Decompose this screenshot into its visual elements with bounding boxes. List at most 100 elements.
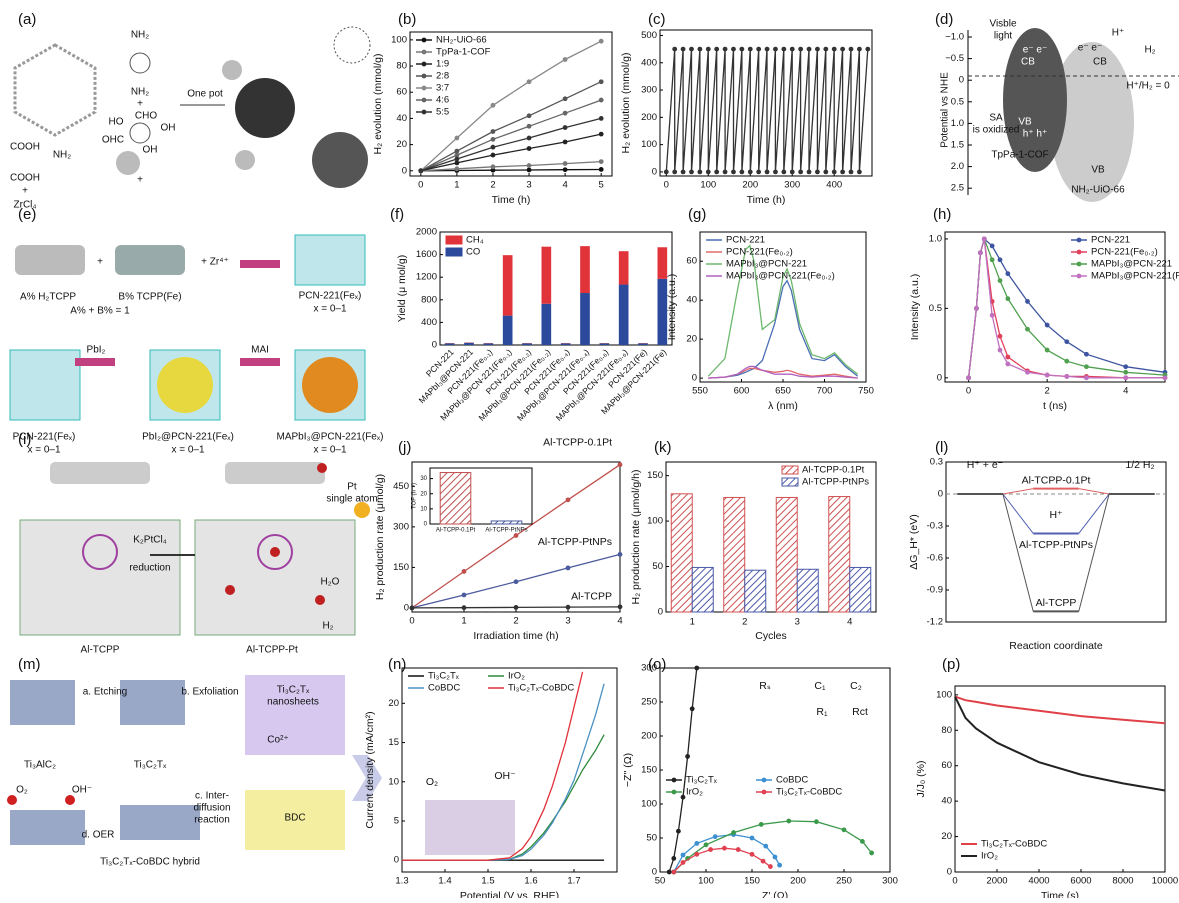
legend-label: IrO₂ [508, 671, 525, 682]
axis-tick-label: 0 [959, 75, 964, 86]
data-point [514, 605, 519, 610]
benzene-ring [130, 123, 150, 143]
x-tick-label: 5 [599, 180, 604, 191]
x-axis-label: Time (h) [747, 194, 786, 206]
data-point [527, 136, 532, 141]
annotation: Rₛ [759, 680, 771, 692]
diagram-label: x = 0–1 [27, 445, 61, 456]
legend-marker [422, 38, 427, 43]
x-tick-label: 100 [698, 876, 714, 887]
y-tick-label: 0 [658, 607, 663, 618]
legend-label: CoBDC [776, 775, 808, 786]
diagram-label: COOH [10, 173, 40, 184]
y-tick-label: 20 [396, 139, 407, 150]
x-tick-label: 1 [690, 617, 695, 628]
data-point [708, 847, 713, 852]
panel-label: (e) [18, 206, 36, 223]
data-point [832, 47, 837, 52]
y-tick-label: 100 [647, 516, 663, 527]
data-point [823, 170, 828, 175]
data-point [842, 827, 847, 832]
bar-segment [503, 255, 513, 315]
data-point [454, 136, 459, 141]
legend-label: IrO₂ [981, 851, 998, 862]
legend-label: PCN-221 [726, 235, 765, 246]
diagram-label: x = 0–1 [313, 304, 347, 315]
y-tick-label: 0 [424, 522, 428, 528]
y-axis-label: H₂ production rate (μmol/g/h) [630, 469, 642, 604]
data-point [722, 846, 727, 851]
data-point [681, 170, 686, 175]
pt-atom [317, 463, 327, 473]
molecule [15, 245, 85, 275]
series-line [666, 49, 868, 172]
bar [850, 567, 871, 612]
series-line [669, 668, 697, 872]
diagram-label: a. Etching [83, 687, 127, 698]
x-tick-label: 700 [817, 386, 833, 397]
hybrid [120, 805, 200, 840]
series-label: Al-TCPP [1036, 597, 1077, 609]
bar-segment [561, 343, 571, 345]
data-point [527, 146, 532, 151]
y-tick-label: 20 [420, 491, 427, 497]
data-point [765, 47, 770, 52]
data-point [966, 375, 971, 380]
x-tick-label: Al-TCPP-PtNPs [485, 528, 527, 534]
legend-label: NH₂-UiO-66 [436, 35, 487, 46]
y-tick-label: 40 [686, 295, 697, 306]
legend-marker [1077, 274, 1082, 279]
mof-cluster [116, 151, 140, 175]
y-tick-label: -1.2 [927, 617, 943, 628]
legend-marker [422, 110, 427, 115]
series-label: Al-TCPP-0.1Pt [1022, 474, 1091, 486]
arrow [75, 358, 115, 366]
data-point [761, 859, 766, 864]
x-tick-label: 3 [565, 616, 570, 627]
diagram-label: PCN-221(Feₓ) [299, 291, 362, 302]
data-point [815, 170, 820, 175]
bar-segment [522, 343, 532, 345]
data-point [563, 57, 568, 62]
diagram-label: BDC [284, 813, 305, 824]
panel-label: (m) [18, 656, 41, 673]
y-axis-label: Current density (mA/cm²) [364, 711, 376, 828]
bar [671, 494, 692, 612]
y-tick-label: 20 [388, 698, 399, 709]
legend-label: 1:9 [436, 59, 449, 70]
x-tick-label: 3 [795, 617, 800, 628]
hybrid [10, 810, 85, 845]
data-point [750, 836, 755, 841]
x-tick-label: 200 [790, 876, 806, 887]
x-axis-label: Time (h) [492, 194, 531, 206]
y-tick-label: 0 [937, 372, 942, 383]
data-point [462, 593, 467, 598]
data-point [618, 462, 623, 467]
energy-connector [1079, 494, 1109, 611]
data-point [998, 257, 1003, 262]
data-point [865, 47, 870, 52]
x-tick-label: 750 [858, 386, 874, 397]
diagram-label: NH₂ [131, 87, 149, 98]
pt-atom [225, 585, 235, 595]
legend-label: 4:6 [436, 95, 449, 106]
annotation: H⁺ [1049, 509, 1063, 521]
x-tick-label: 300 [784, 180, 800, 191]
data-point [773, 47, 778, 52]
y-tick-label: 0 [938, 489, 943, 500]
data-point [527, 113, 532, 118]
x-tick-label: 6000 [1070, 876, 1091, 887]
diagram-label: COOH [10, 142, 40, 153]
annotation: Rct [852, 706, 868, 718]
data-point [857, 170, 862, 175]
x-axis-label: Time (s) [1041, 890, 1079, 898]
data-point [790, 47, 795, 52]
annotation: 1/2 H₂ [1125, 459, 1154, 471]
diagram-label: A% + B% = 1 [70, 306, 130, 317]
x-tick-label: Al-TCPP-0.1Pt [436, 528, 476, 534]
y-axis-label: TOF (h⁻¹) [412, 483, 418, 509]
data-point [1045, 373, 1050, 378]
data-point [563, 140, 568, 145]
data-point [814, 819, 819, 824]
y-tick-label: 0 [402, 165, 407, 176]
